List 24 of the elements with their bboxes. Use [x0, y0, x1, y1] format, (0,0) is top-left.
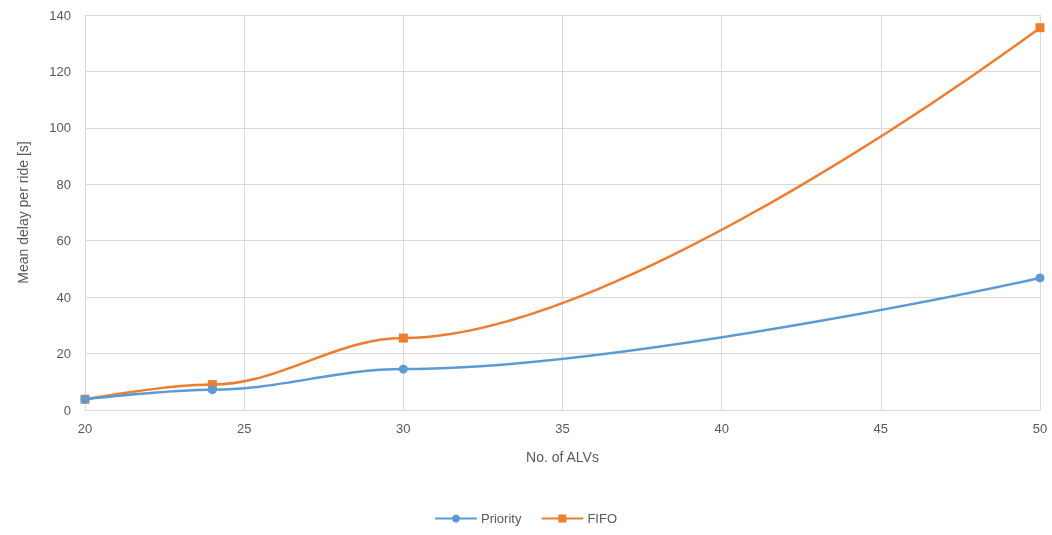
point: [398, 333, 408, 343]
x-tick-label: 45: [873, 421, 889, 436]
x-tick-label: 40: [714, 421, 729, 436]
point: [207, 385, 217, 395]
y-tick-label: 120: [49, 63, 71, 79]
y-tick-label: 0: [63, 402, 71, 418]
point: [1035, 23, 1045, 33]
point: [1035, 273, 1045, 283]
x-tick-label: 25: [236, 421, 252, 436]
point: [398, 364, 408, 374]
y-tick-label: 40: [56, 289, 71, 305]
y-tick-label: 80: [56, 176, 71, 192]
x-tick-label: 20: [77, 421, 93, 436]
y-tick-label: 140: [49, 7, 71, 23]
x-tick-label: 30: [396, 421, 411, 436]
x-tick-label: 50: [1032, 421, 1048, 436]
x-axis-title: No. of ALVs: [526, 449, 599, 465]
y-tick-label: 20: [56, 346, 71, 362]
y-tick-label: 100: [49, 120, 71, 136]
y-tick-label: 60: [56, 233, 71, 249]
x-tick-label: 35: [555, 421, 570, 436]
legend-label: FIFO: [587, 511, 618, 526]
legend-label: Priority: [480, 511, 522, 526]
y-axis-title: Mean delay per ride [s]: [15, 141, 31, 284]
